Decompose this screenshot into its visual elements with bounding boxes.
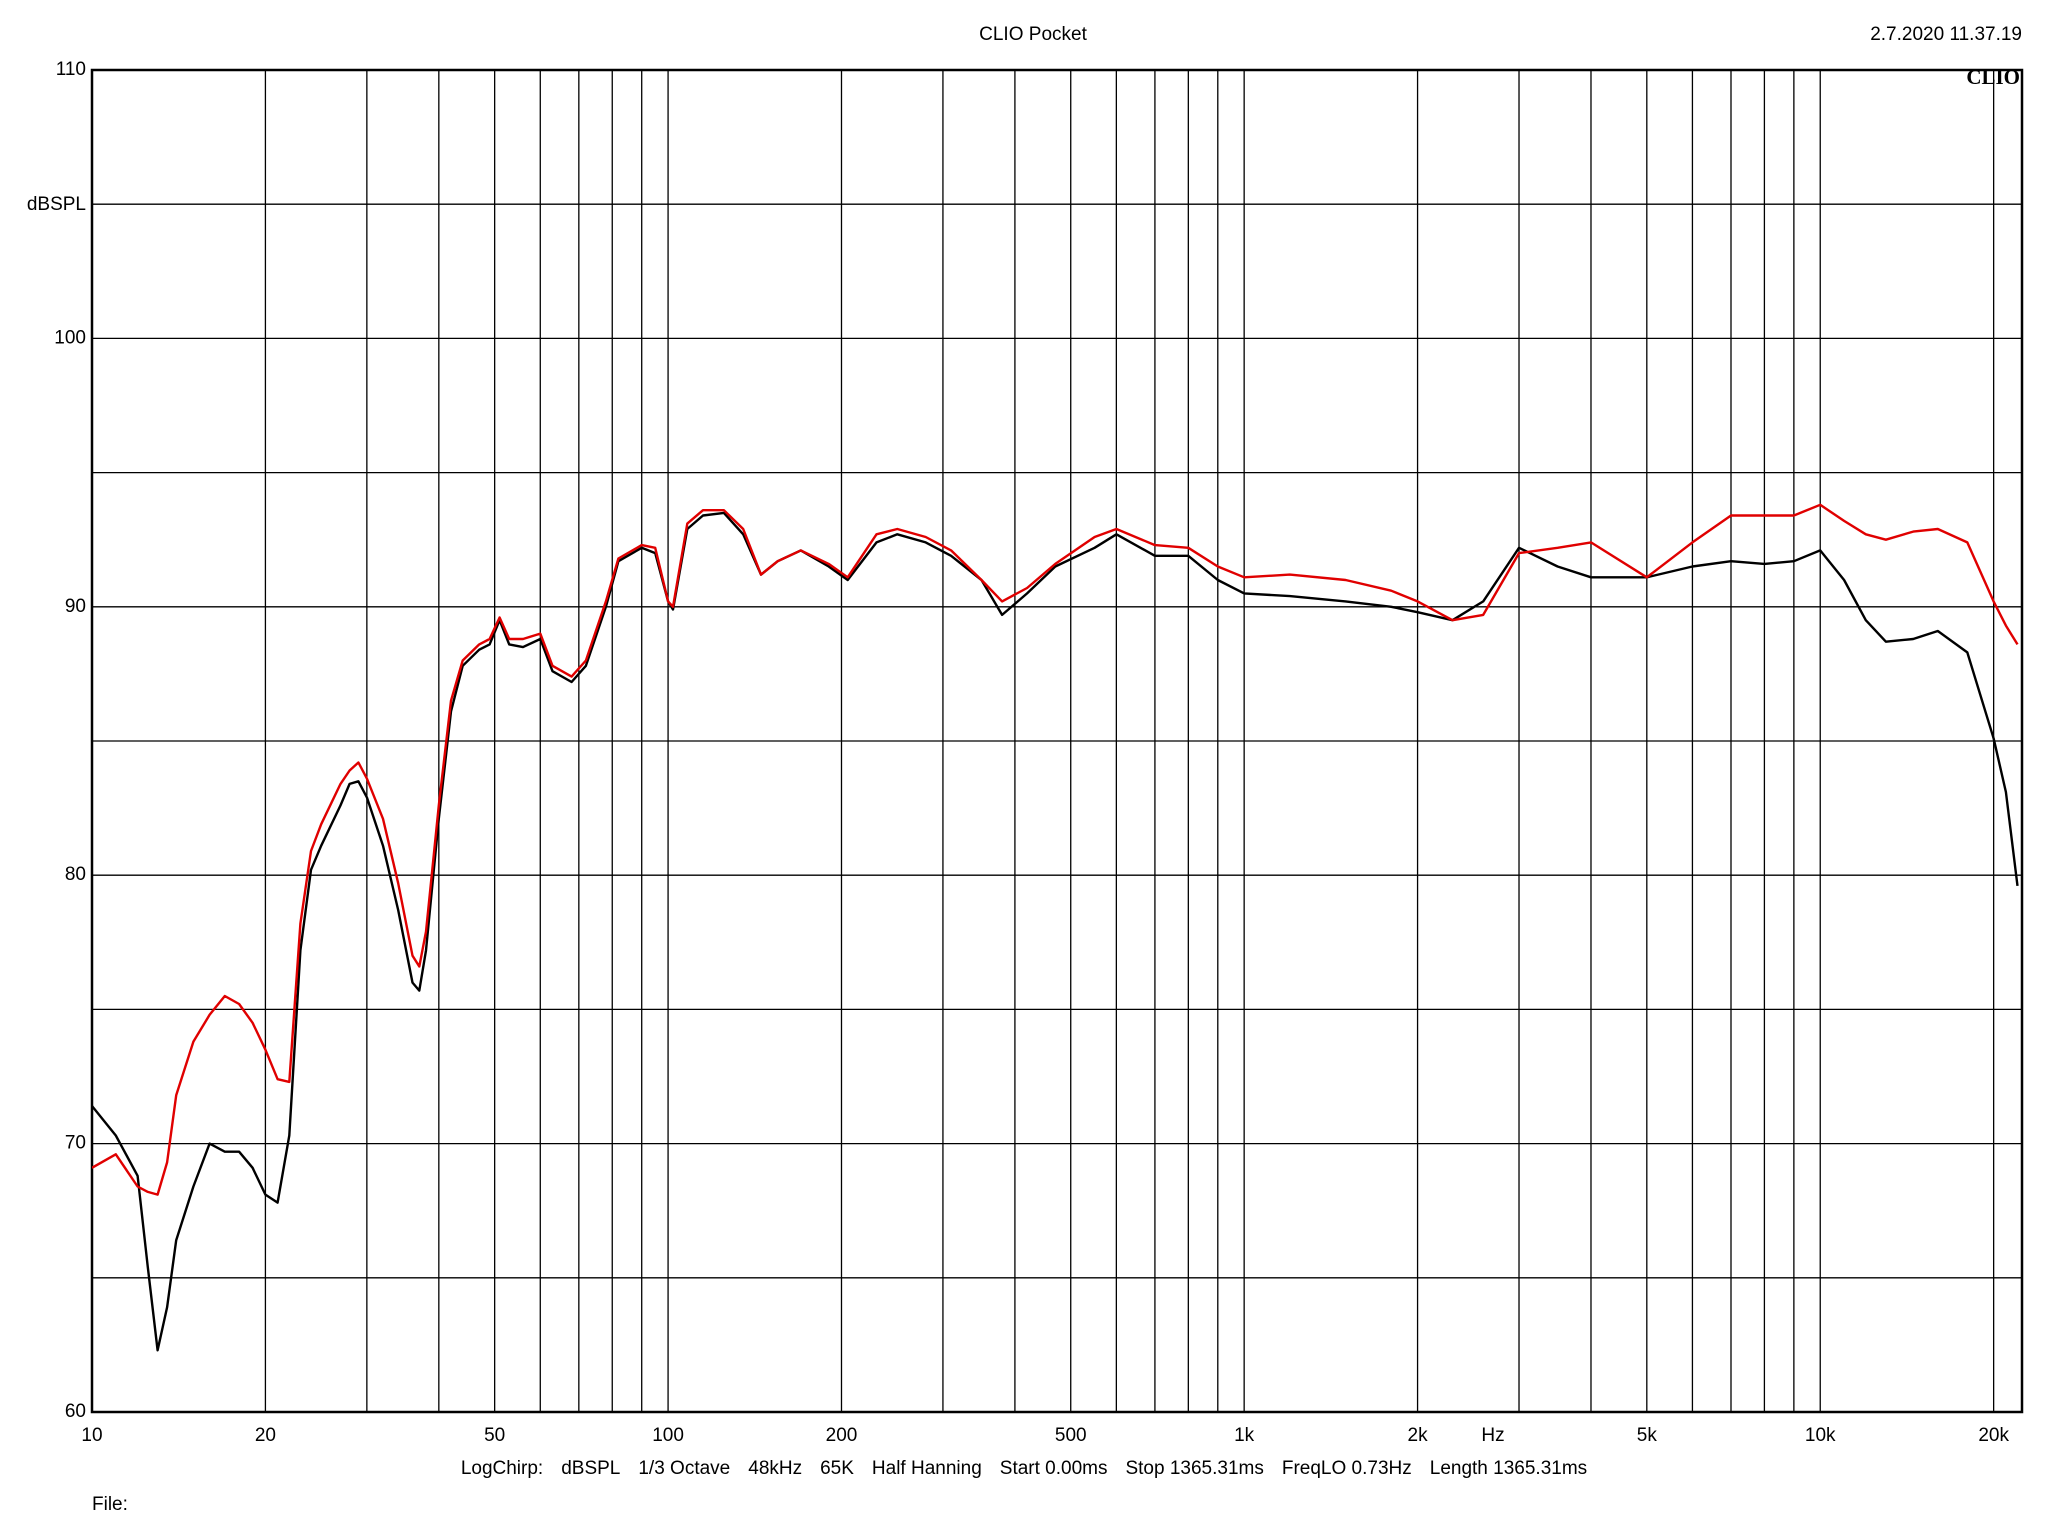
x-tick-label: 2k [1408, 1425, 1429, 1446]
y-tick-label: 100 [54, 327, 86, 348]
x-tick-label: 50 [484, 1425, 505, 1446]
footer-item: LogChirp: [460, 1458, 544, 1479]
x-tick-label: 10k [1805, 1425, 1836, 1446]
x-tick-label: 10 [81, 1425, 102, 1446]
y-tick-label: 90 [65, 596, 86, 617]
file-label: File: [92, 1494, 128, 1515]
series-line [92, 503, 2019, 1196]
plot-frame [90, 68, 2024, 1414]
x-tick-label: 20k [1978, 1425, 2009, 1446]
footer-item: Length 1365.31ms [1429, 1458, 1588, 1479]
y-axis-label: dBSPL [27, 194, 86, 215]
x-tick-label: 100 [652, 1425, 684, 1446]
x-axis-label: Hz [1481, 1425, 1504, 1446]
footer-item: Half Hanning [871, 1458, 982, 1479]
y-tick-label: 110 [56, 59, 86, 80]
y-tick-label: 60 [65, 1401, 86, 1422]
timestamp: 2.7.2020 11.37.19 [1870, 24, 2022, 45]
footer-item: 65K [820, 1458, 854, 1479]
x-tick-label: 5k [1637, 1425, 1658, 1446]
footer-item: dBSPL [561, 1458, 621, 1479]
footer-item: 1/3 Octave [638, 1458, 731, 1479]
x-tick-label: 1k [1234, 1425, 1255, 1446]
y-tick-label: 80 [65, 864, 86, 885]
footer-item: 48kHz [748, 1458, 803, 1479]
y-tick-label: 70 [65, 1133, 86, 1154]
footer: LogChirp: dBSPL 1/3 Octave 48kHz 65K Half Han… [0, 1458, 2048, 1480]
footer-item: FreqLO 0.73Hz [1281, 1458, 1412, 1479]
footer-item: Start 0.00ms [999, 1458, 1108, 1479]
footer-item: Stop 1365.31ms [1125, 1458, 1264, 1479]
x-tick-label: 500 [1055, 1425, 1087, 1446]
x-tick-label: 20 [255, 1425, 276, 1446]
x-tick-label: 200 [826, 1425, 858, 1446]
series-line [92, 511, 2019, 1352]
chart-title: CLIO Pocket [979, 24, 1087, 45]
